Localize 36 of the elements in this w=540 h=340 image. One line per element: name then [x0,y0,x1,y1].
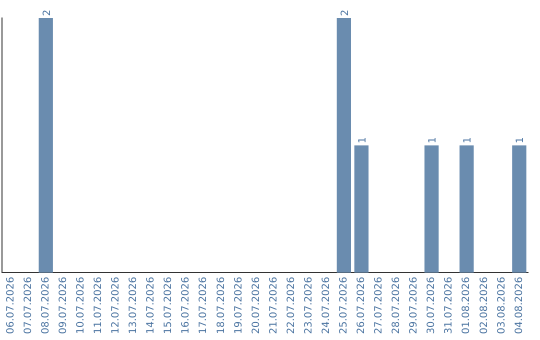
x-tick-label: 10.07.2026 [75,276,86,334]
x-tick-label: 20.07.2026 [250,276,262,334]
x-tick-label: 13.07.2026 [128,276,140,334]
x-tick-label: 15.07.2026 [163,276,174,334]
x-tick-label: 14.07.2026 [146,276,157,334]
x-tick-label: 08.07.2026 [40,276,52,334]
x-tick-label: 25.07.2026 [338,276,350,334]
x-tick-label: 07.07.2026 [22,276,34,334]
x-tick-label: 29.07.2026 [408,276,420,334]
x-tick-label: 11.07.2026 [93,276,104,334]
x-tick-label: 31.07.2026 [444,276,455,334]
x-tick-label: 24.07.2026 [320,276,332,334]
x-tick-label: 02.08.2026 [478,276,490,334]
x-tick-label: 17.07.2026 [198,276,210,334]
x-tick-label: 19.07.2026 [233,276,244,334]
data-label: 1 [357,136,368,144]
x-tick-label: 06.07.2026 [5,276,16,334]
x-tick-label: 01.08.2026 [461,276,472,334]
data-label: 1 [462,136,474,144]
x-tick-label: 28.07.2026 [391,276,402,334]
x-tick-label: 22.07.2026 [286,276,297,334]
data-label: 2 [42,10,53,16]
x-tick-label: 03.08.2026 [496,276,508,334]
x-tick-label: 12.07.2026 [110,276,122,334]
x-tick-label: 26.07.2026 [356,276,368,334]
x-tick-label: 04.08.2026 [514,276,525,334]
x-tick-label: 27.07.2026 [374,276,385,334]
x-tick-label: 21.07.2026 [268,276,280,334]
x-tick-label: 30.07.2026 [426,276,438,334]
x-tick-label: 23.07.2026 [303,276,314,334]
x-tick-label: 16.07.2026 [180,276,192,334]
data-label: 1 [515,136,526,144]
data-label: 1 [428,136,439,144]
x-tick-label: 18.07.2026 [216,276,227,334]
x-tick-label: 09.07.2026 [58,276,69,334]
data-label: 2 [340,10,351,16]
